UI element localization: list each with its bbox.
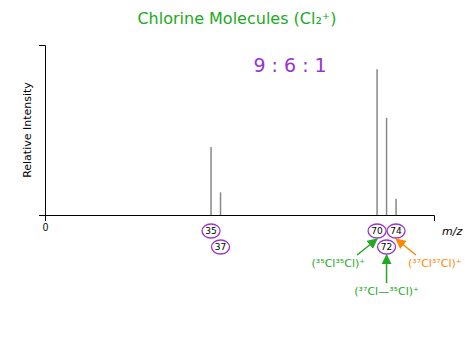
label-circle: [387, 224, 405, 238]
y-axis: [39, 46, 46, 216]
x-tick: 0: [43, 215, 49, 233]
x-axis-line: [46, 216, 435, 222]
annotation-arrow: [396, 239, 416, 255]
peak-labels: 35 37 70 72 74: [202, 224, 405, 254]
peak: [386, 118, 388, 215]
x-label: m/z: [442, 225, 462, 238]
peak: [376, 69, 378, 215]
label-circle: [212, 240, 230, 254]
peaks: [211, 69, 396, 215]
peak: [210, 147, 212, 215]
y-axis-line: [39, 46, 46, 216]
x-tick-label: 0: [43, 222, 49, 233]
annotation: (³⁷Cl³⁷Cl)⁺: [408, 257, 462, 270]
label-circle: [368, 224, 386, 238]
ratio-text: 9 : 6 : 1: [253, 54, 326, 76]
annotation: (³⁵Cl³⁵Cl)⁺: [312, 257, 366, 270]
label-circle: [202, 224, 220, 238]
title: Chlorine Molecules (Cl₂⁺): [137, 9, 336, 28]
annotation-arrow: [357, 239, 377, 255]
annotation-arrow: [386, 255, 388, 283]
peak-label: 35: [205, 226, 216, 236]
peak-label: 70: [371, 226, 383, 236]
chart: Chlorine Molecules (Cl₂⁺)03537707274m/z9…: [0, 0, 474, 355]
annotation: (³⁷Cl—³⁵Cl)⁺: [354, 285, 419, 298]
peak-label: 72: [381, 242, 392, 252]
annotations: 9 : 6 : 1 (³⁵Cl³⁵Cl)⁺ (³⁷Cl—³⁵Cl)⁺ (³⁷Cl³⁷C…: [253, 54, 461, 298]
peak: [220, 192, 222, 215]
peak-label: 74: [390, 226, 402, 236]
peak-label: 37: [215, 242, 226, 252]
label-circle: [378, 240, 396, 254]
peak: [395, 199, 397, 215]
y-label: Relative Intensity: [21, 82, 34, 178]
plot: 0 35 37 70 72 74 m/z 9 : 6 : 1 (³⁵Cl³⁵Cl)⁺ (³⁷Cl—…: [39, 46, 462, 299]
